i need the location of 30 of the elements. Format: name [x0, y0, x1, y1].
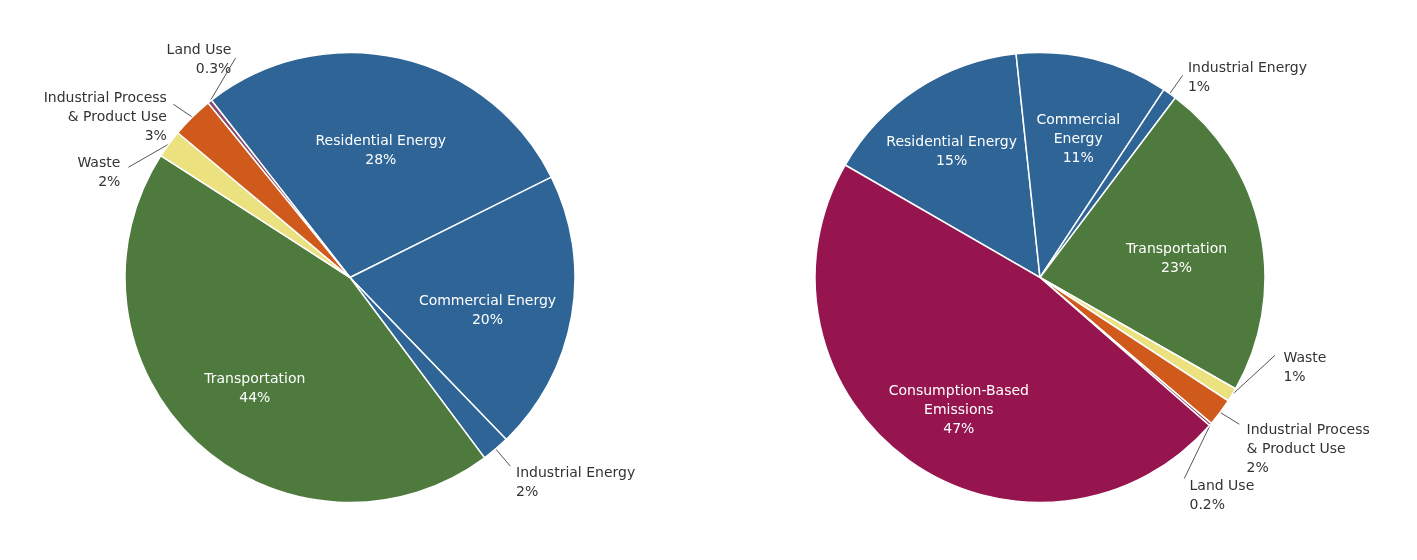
slice-label: Waste [77, 154, 121, 171]
slice-label: Waste [1283, 349, 1327, 366]
data-label: 2% [98, 173, 121, 190]
data-label: 1% [1283, 368, 1306, 385]
slice-label: Industrial Energy [516, 463, 636, 480]
slice-label: Industrial Process & Product Use [1246, 420, 1370, 456]
slice-label: Land Use [1189, 476, 1255, 493]
data-label: 2% [516, 482, 539, 499]
data-label: 20% [471, 311, 504, 328]
slice-label: Industrial Process & Product Use [43, 88, 167, 124]
data-label: 44% [239, 389, 271, 406]
slice-label: Consumption-Based Emissions [888, 381, 1029, 417]
data-label: 1% [1187, 77, 1211, 94]
slice-label: Transportation [1125, 240, 1228, 257]
data-label: 2% [1246, 458, 1269, 475]
slice-label: Commercial Energy [418, 292, 557, 309]
slice-label: Residential Energy [315, 132, 447, 149]
data-label: 0.3% [195, 60, 232, 77]
data-label: 23% [1161, 259, 1193, 276]
data-label: 28% [365, 151, 397, 168]
data-label: 15% [936, 151, 968, 168]
slice-label: Commercial Energy [1036, 111, 1121, 147]
slice-label: Residential Energy [886, 132, 1017, 149]
data-label: 3% [144, 126, 167, 143]
data-label: 0.2% [1189, 495, 1226, 512]
slice-label: Transportation [203, 370, 306, 387]
data-label: 47% [943, 419, 975, 436]
slice-label: Industrial Energy [1187, 58, 1308, 75]
slice-label: Land Use [166, 41, 232, 58]
data-label: 11% [1062, 149, 1094, 166]
